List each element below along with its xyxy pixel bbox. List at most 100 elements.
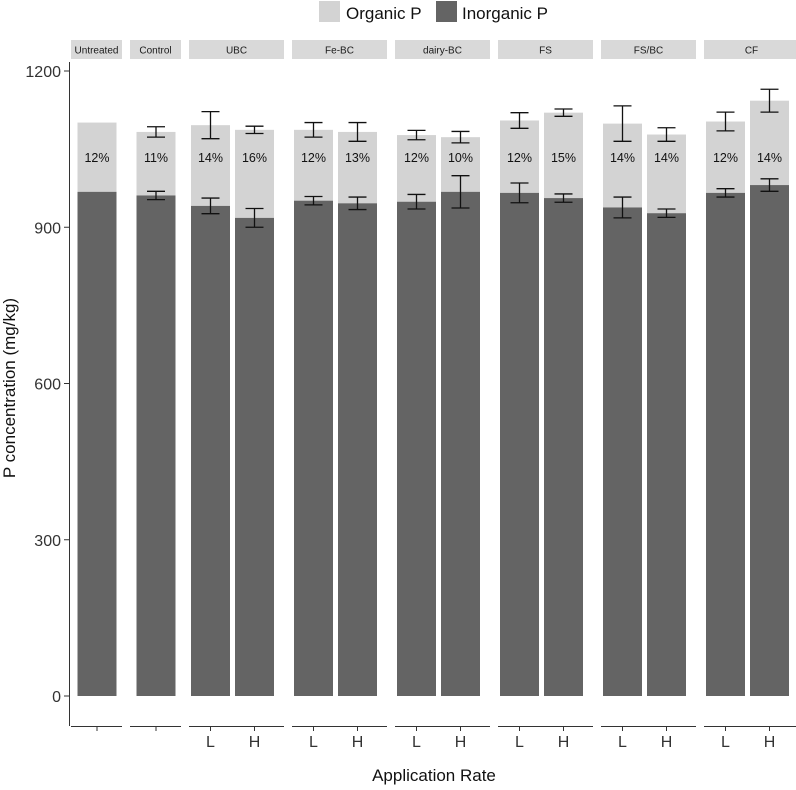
bar-percent-label: 14% (757, 151, 782, 165)
bar-inorganic (77, 191, 117, 697)
error-bar-inorganic (451, 175, 470, 209)
error-bar-total (716, 111, 735, 132)
bar-percent-label: 10% (448, 151, 473, 165)
bar-organic (136, 131, 176, 196)
bar-percent-label: 15% (551, 151, 576, 165)
facet-untreated: Untreated 12% (71, 40, 122, 731)
error-bar-total (201, 110, 220, 140)
bar-inorganic (500, 192, 539, 696)
x-axis-title: Application Rate (372, 766, 496, 785)
error-bar-inorganic (716, 188, 735, 198)
error-bar-total (657, 127, 676, 142)
y-axis: 0 300 600 900 1200 (25, 62, 70, 726)
bar-organic (294, 129, 333, 201)
bar-percent-label: 12% (84, 151, 109, 165)
x-tick-label: H (764, 734, 776, 751)
error-bar-total (245, 125, 264, 135)
x-tick-label: H (661, 734, 673, 751)
error-bar-inorganic (304, 195, 323, 206)
facet-strip-label: Control (139, 46, 171, 57)
facet-strip (71, 40, 122, 59)
bar-organic (77, 122, 117, 192)
facet-strip-label: CF (745, 46, 758, 57)
y-tick-label: 300 (34, 533, 61, 550)
error-bar-inorganic (245, 207, 264, 228)
error-bar-total (613, 105, 632, 142)
bar-inorganic (706, 192, 745, 696)
facet-strip-label: FS (539, 46, 552, 57)
bar-inorganic (338, 203, 377, 696)
x-tick-label: L (618, 734, 627, 751)
facet-fs-bc: FS/BC 14% L 14% H (601, 40, 696, 751)
bar-percent-label: 11% (144, 151, 168, 165)
error-bar-inorganic (613, 196, 632, 219)
bar-organic (706, 121, 745, 193)
facet-strip (498, 40, 593, 59)
bar-organic (338, 131, 377, 204)
facet-strip-label: dairy-BC (423, 46, 462, 57)
facet-ubc: UBC 14% L 16% H (189, 40, 284, 751)
bar-percent-label: 14% (654, 151, 679, 165)
facet-dairy-bc: dairy-BC 12% L 10% H (395, 40, 490, 751)
error-bar-total (348, 121, 367, 142)
bar-inorganic (136, 195, 176, 696)
bar-inorganic (750, 185, 789, 696)
x-tick-label: L (412, 734, 421, 751)
error-bar-inorganic (554, 193, 573, 203)
y-tick-label: 600 (34, 377, 61, 394)
bar-percent-label: 14% (610, 151, 635, 165)
error-bar-total (510, 112, 529, 129)
x-tick-label: H (352, 734, 364, 751)
y-axis-title: P concentration (mg/kg) (0, 298, 19, 478)
facet-strip (704, 40, 796, 59)
error-bar-total (451, 130, 470, 144)
facet-cf: CF 12% L 14% H (704, 40, 796, 751)
legend-swatch-organic (319, 1, 340, 22)
bar-inorganic (647, 213, 686, 696)
facet-strip (601, 40, 696, 59)
facet-strip (395, 40, 490, 59)
facet-fe-bc: Fe-BC 12% L 13% H (292, 40, 387, 751)
x-tick-label: H (558, 734, 570, 751)
error-bar-inorganic (201, 197, 220, 215)
error-bar-inorganic (760, 178, 779, 192)
bar-organic (647, 134, 686, 214)
facet-strip-label: Untreated (75, 46, 119, 57)
bar-percent-label: 12% (507, 151, 532, 165)
x-tick-label: L (721, 734, 730, 751)
bar-percent-label: 12% (301, 151, 326, 165)
bar-organic (397, 135, 436, 202)
error-bar-total (760, 88, 779, 113)
y-tick-label: 1200 (25, 64, 61, 81)
bar-inorganic (441, 191, 480, 697)
bar-inorganic (397, 201, 436, 696)
error-bar-inorganic (407, 193, 426, 210)
bar-percent-label: 14% (198, 151, 223, 165)
bar-organic (544, 112, 583, 199)
x-tick-label: L (206, 734, 215, 751)
error-bar-total (304, 121, 323, 138)
facet-strip (130, 40, 181, 59)
facet-control: Control 11% (130, 40, 181, 731)
y-axis-ticks: 0 300 600 900 1200 (25, 64, 70, 706)
legend: Organic P Inorganic P (319, 1, 548, 23)
legend-label-organic: Organic P (346, 4, 422, 23)
error-bar-total (147, 126, 165, 138)
error-bar-inorganic (510, 182, 529, 204)
x-tick-label: H (455, 734, 467, 751)
legend-swatch-inorganic (436, 1, 457, 22)
bar-percent-label: 16% (242, 151, 267, 165)
bar-percent-label: 12% (404, 151, 429, 165)
x-tick-label: H (249, 734, 261, 751)
bar-inorganic (544, 198, 583, 697)
facet-strip (189, 40, 284, 59)
error-bar-inorganic (147, 190, 165, 201)
facet-strip-label: FS/BC (634, 46, 663, 57)
error-bar-total (554, 108, 573, 117)
bar-organic (500, 120, 539, 193)
bar-inorganic (235, 217, 274, 696)
bar-organic (235, 129, 274, 218)
y-tick-label: 900 (34, 220, 61, 237)
error-bar-inorganic (657, 208, 676, 219)
